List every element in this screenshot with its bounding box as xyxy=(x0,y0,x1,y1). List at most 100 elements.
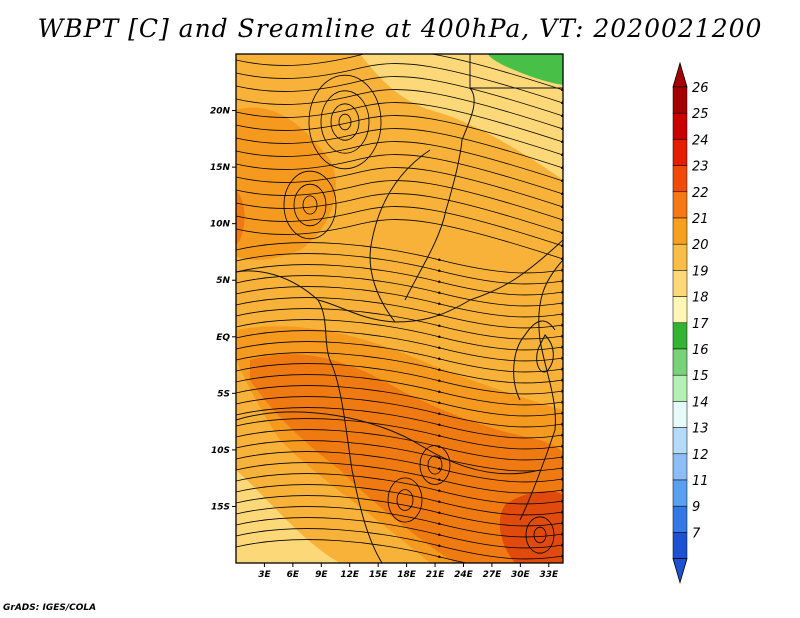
colorbar-top-arrow xyxy=(672,61,688,88)
colorbar-swatch xyxy=(672,165,688,193)
light-north-region xyxy=(360,54,563,180)
border-line xyxy=(236,411,541,475)
streamline xyxy=(236,219,563,261)
colorbar-label: 25 xyxy=(692,107,709,122)
streamline-vortex xyxy=(427,455,443,475)
colorbar-swatch xyxy=(672,505,688,533)
lon-tick-label: 6E xyxy=(287,570,300,580)
streamline xyxy=(236,128,563,170)
colorbar-label: 17 xyxy=(692,317,709,332)
streamline xyxy=(236,539,563,563)
colorbar-swatch xyxy=(672,479,688,507)
lat-tick-label: 20N xyxy=(210,107,231,117)
green-northeast xyxy=(488,54,563,85)
colorbar-swatch xyxy=(672,86,688,114)
coastline-layer xyxy=(236,54,563,563)
streamline xyxy=(236,154,563,196)
streamline-vortex xyxy=(302,195,318,215)
streamline-vortex xyxy=(308,74,382,170)
colorbar-swatch xyxy=(672,427,688,455)
lon-tick-label: 30E xyxy=(511,570,531,580)
border-line xyxy=(369,149,431,323)
lon-tick-label: 3E xyxy=(258,570,271,580)
colorbar-swatch xyxy=(672,217,688,245)
colorbar-label: 26 xyxy=(692,81,709,96)
lon-tick-label: 27E xyxy=(483,570,503,580)
colorbar-label: 9 xyxy=(692,500,700,515)
border-line xyxy=(404,54,475,301)
streamlines-layer xyxy=(236,54,563,563)
longitude-axis: 3E 6E 9E 12E 15E 18E 21E 24E 27E 30E 33E xyxy=(258,563,559,580)
colorbar-label: 7 xyxy=(692,526,701,541)
lat-tick-label: 10S xyxy=(211,446,230,456)
lake-outline xyxy=(536,334,554,373)
border-line xyxy=(317,239,563,323)
lon-tick-label: 15E xyxy=(369,570,389,580)
streamline xyxy=(236,102,563,144)
colorbar-swatch xyxy=(672,139,688,166)
light-west-region xyxy=(236,470,340,563)
streamline-vortex xyxy=(283,170,337,240)
streamline xyxy=(236,115,563,157)
streamline xyxy=(236,206,563,248)
streamline-vortex xyxy=(320,90,370,154)
colorbar-swatch xyxy=(672,243,688,271)
colorbar-label: 20 xyxy=(692,238,709,253)
colorbar-bottom-arrow xyxy=(672,558,688,585)
lat-tick-label: 5N xyxy=(216,276,230,286)
colorbar-label: 14 xyxy=(692,395,709,410)
colorbar-swatch xyxy=(672,322,688,350)
lat-tick-label: 15N xyxy=(210,163,231,173)
lon-tick-label: 21E xyxy=(426,570,446,580)
lat-tick-label: EQ xyxy=(216,333,230,343)
streamline xyxy=(236,63,563,105)
lon-tick-label: 12E xyxy=(340,570,360,580)
border-line xyxy=(519,259,563,521)
streamline xyxy=(236,89,563,131)
streamline xyxy=(236,180,563,222)
colorbar-label: 15 xyxy=(692,369,709,384)
colorbar-swatch xyxy=(672,401,688,428)
lon-tick-label: 18E xyxy=(397,570,417,580)
colorbar-label: 16 xyxy=(692,343,709,358)
colorbar-swatch xyxy=(672,112,688,140)
lat-tick-label: 15S xyxy=(211,502,230,512)
colorbar-label: 23 xyxy=(692,160,709,175)
colorbar-label: 22 xyxy=(692,186,709,201)
streamline-vortex xyxy=(396,489,414,511)
colorbar: 26 25 24 23 22 21 20 19 18 17 16 15 14 13 12 11 9 7 xyxy=(672,61,709,585)
streamline-vortex xyxy=(419,445,451,485)
border-line xyxy=(513,320,556,401)
lon-tick-label: 33E xyxy=(539,570,559,580)
streamline-vortex xyxy=(330,103,360,141)
streamline xyxy=(236,167,563,209)
streamline-vortex xyxy=(293,183,327,227)
colorbar-label: 21 xyxy=(692,212,709,227)
colorbar-label: 24 xyxy=(692,133,709,148)
lat-tick-label: 10N xyxy=(210,220,231,230)
colorbar-swatch xyxy=(672,453,688,481)
map-frame xyxy=(235,53,564,564)
streamline xyxy=(236,76,563,118)
colorbar-swatch xyxy=(672,348,688,376)
streamline xyxy=(236,193,563,235)
streamline-vortex xyxy=(387,477,423,523)
colorbar-label: 19 xyxy=(692,264,709,279)
colorbar-swatch xyxy=(672,270,688,297)
streamline-vortex xyxy=(525,516,555,554)
chart-title: WBPT [C] and Sreamline at 400hPa, VT: 20… xyxy=(37,14,763,43)
colorbar-label: 11 xyxy=(692,474,709,489)
lat-tick-label: 5S xyxy=(217,389,230,399)
lon-tick-label: 9E xyxy=(315,570,328,580)
streamline-vortex xyxy=(338,113,352,131)
colorbar-label: 18 xyxy=(692,291,709,306)
colorbar-swatch xyxy=(672,532,688,559)
streamline xyxy=(236,141,563,183)
colorbar-swatch xyxy=(672,191,688,219)
colorbar-label: 12 xyxy=(692,448,709,463)
lon-tick-label: 24E xyxy=(454,570,474,580)
streamline-vortex xyxy=(533,526,547,544)
border-line xyxy=(236,270,383,563)
grads-credit: GrADS: IGES/COLA xyxy=(3,603,97,613)
